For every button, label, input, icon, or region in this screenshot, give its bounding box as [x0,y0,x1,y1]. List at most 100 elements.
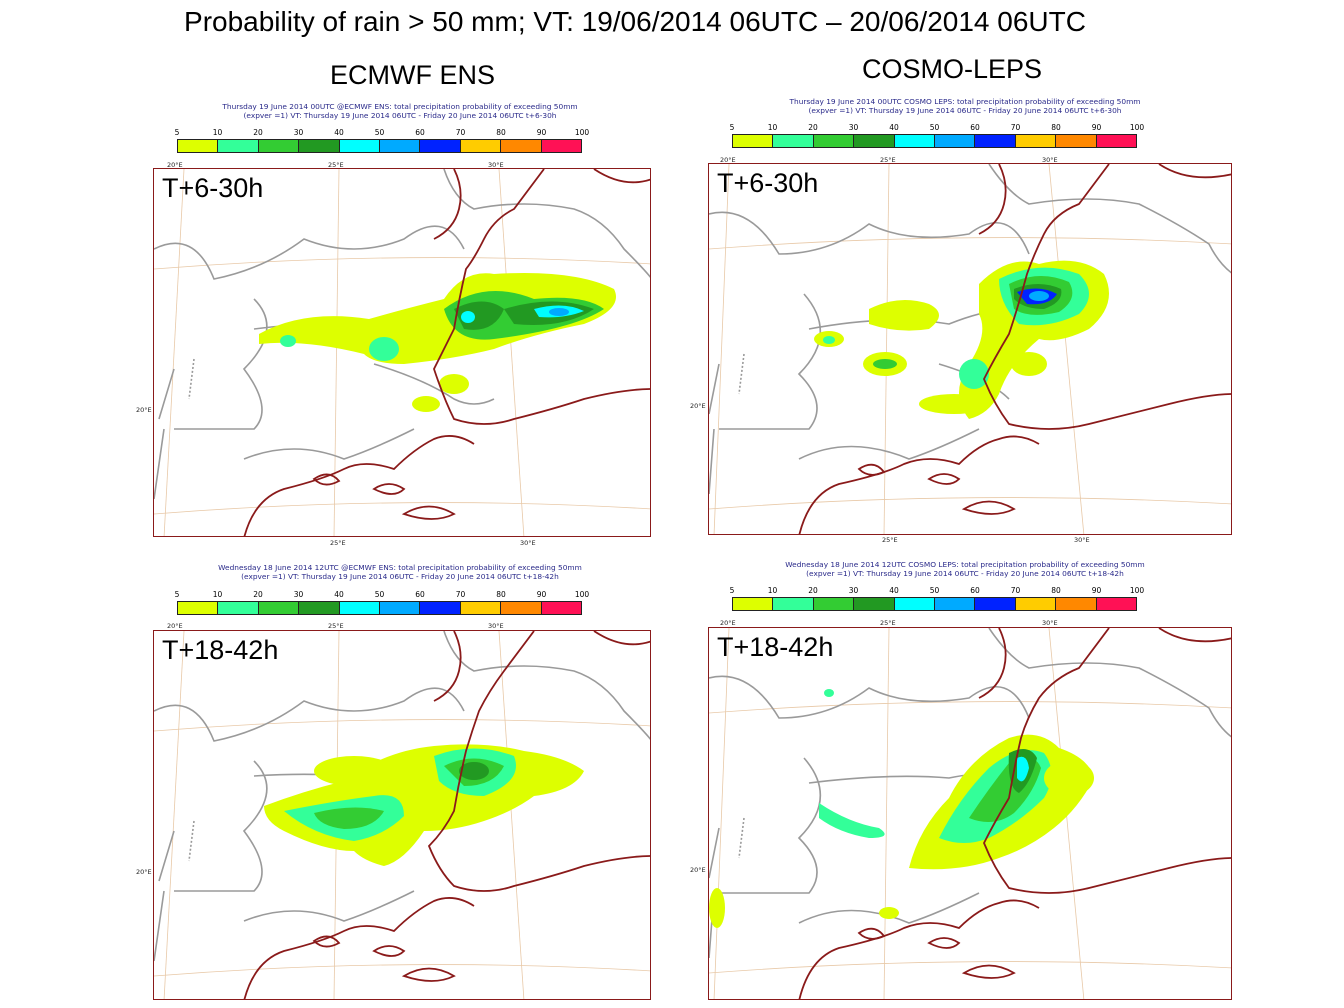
colorbar-cell [299,140,340,152]
colorbar: 5 10 20 30 40 50 60 70 80 90 100 [729,586,1144,616]
lon-label-20e: 20°E [167,161,183,169]
header-line-2: (expver =1) VT: Thursday 19 June 2014 06… [241,572,559,581]
lon-label-25e-bottom: 25°E [882,536,898,544]
colorbar-tick-label: 50 [374,590,385,599]
colorbar-tick-label: 60 [415,590,425,599]
colorbar-cell [894,598,936,610]
colorbar-tick-label: 70 [455,128,466,137]
colorbar-cell [935,598,976,610]
colorbar: 5 10 20 30 40 50 60 70 80 90 100 [729,123,1144,153]
colorbar-tick-label: 60 [970,123,980,132]
colorbar-cell [541,140,582,152]
colorbar-labels: 5 10 20 30 40 50 60 70 80 90 100 [174,128,590,139]
rain-fields [259,273,616,412]
header-line-1: Wednesday 18 June 2014 12UTC COSMO LEPS:… [785,560,1145,569]
colorbar-cell [1096,135,1137,147]
colorbar-tick-label: 20 [808,123,818,132]
coastline-river [798,164,1231,534]
colorbar-tick-label: 40 [334,128,344,137]
colorbar-tick-label: 70 [1010,123,1021,132]
coastline-river [243,169,650,536]
colorbar-tick-label: 20 [808,586,818,595]
colorbar-cell [773,598,814,610]
colorbar-cells [732,597,1137,611]
colorbar-cell [501,140,542,152]
colorbar-cell [218,602,259,614]
colorbar-cell [218,140,259,152]
colorbar-tick-label: 100 [574,128,590,137]
colorbar-cell [854,135,895,147]
lat-label: 20°E [690,402,706,410]
colorbar-tick-label: 90 [536,590,547,599]
colorbar: 5 10 20 30 40 50 60 70 80 90 100 [174,128,590,158]
lon-label-20e: 20°E [167,622,183,630]
colorbar-cell [339,602,381,614]
column-title-cosmo: COSMO-LEPS [862,54,1043,84]
colorbar-tick-label: 80 [496,590,506,599]
colorbar-cell [299,602,340,614]
lon-label-30e-bottom: 30°E [520,539,536,547]
colorbar-tick-label: 10 [767,123,778,132]
lead-time-label: T+6-30h [717,168,819,198]
colorbar-cell [541,602,582,614]
header-line-1: Thursday 19 June 2014 00UTC COSMO LEPS: … [789,97,1141,106]
header-line-2: (expver =1) VT: Thursday 19 June 2014 06… [808,106,1122,115]
colorbar-cell [420,602,461,614]
colorbar-cell [1056,135,1097,147]
colorbar-tick-label: 30 [293,590,304,599]
lon-label-30e: 30°E [1042,619,1058,627]
map: T+18-42h [153,630,651,1000]
colorbar-tick-label: 80 [496,128,506,137]
map-svg [709,164,1231,534]
colorbar-tick-label: 5 [729,123,735,132]
colorbar-tick-label: 90 [536,128,547,137]
colorbar-cell [460,140,502,152]
colorbar-cell [894,135,936,147]
lon-label-30e: 30°E [488,622,504,630]
colorbar-tick-label: 70 [455,590,466,599]
lat-label: 20°E [690,866,706,874]
colorbar-cell [178,602,219,614]
lon-label-30e: 30°E [1042,156,1058,164]
map: T+6-30h [708,163,1232,535]
header-line-2: (expver =1) VT: Thursday 19 June 2014 06… [806,569,1124,578]
lat-label: 20°E [136,406,152,414]
colorbar-cell [813,598,855,610]
lon-label-25e-bottom: 25°E [330,539,346,547]
colorbar-tick-label: 20 [253,590,263,599]
panel-header: Wednesday 18 June 2014 12UTC @ECMWF ENS:… [150,563,650,581]
colorbar-cell [380,140,421,152]
colorbar-cell [339,140,381,152]
lead-time-label: T+18-42h [717,632,834,662]
colorbar-cell [1096,598,1137,610]
colorbar-tick-label: 100 [1129,123,1145,132]
lon-label-25e: 25°E [880,619,896,627]
colorbar-cells [732,134,1137,148]
column-title-ecmwf: ECMWF ENS [330,60,495,90]
colorbar-tick-label: 30 [293,128,304,137]
colorbar-tick-label: 5 [729,586,735,595]
map-svg [709,628,1231,999]
colorbar-tick-label: 5 [174,590,180,599]
graticule [709,164,1231,534]
colorbar-tick-label: 10 [767,586,778,595]
colorbar-tick-label: 30 [848,123,859,132]
colorbar-cell [258,140,300,152]
map: T+6-30h [153,168,651,537]
main-title: Probability of rain > 50 mm; VT: 19/06/2… [184,6,1086,37]
colorbar-tick-label: 30 [848,586,859,595]
colorbar-cell [733,135,774,147]
colorbar-tick-label: 100 [1129,586,1145,595]
map-svg [154,169,650,536]
lon-label-25e: 25°E [328,622,344,630]
lon-label-25e: 25°E [880,156,896,164]
lead-time-label: T+18-42h [162,635,279,665]
colorbar-cell [733,598,774,610]
colorbar-cell [813,135,855,147]
map-svg [154,631,650,999]
colorbar: 5 10 20 30 40 50 60 70 80 90 100 [174,590,590,620]
colorbar-tick-label: 5 [174,128,180,137]
colorbar-cell [854,598,895,610]
rain-fields [709,689,1094,928]
colorbar-labels: 5 10 20 30 40 50 60 70 80 90 100 [174,590,590,601]
